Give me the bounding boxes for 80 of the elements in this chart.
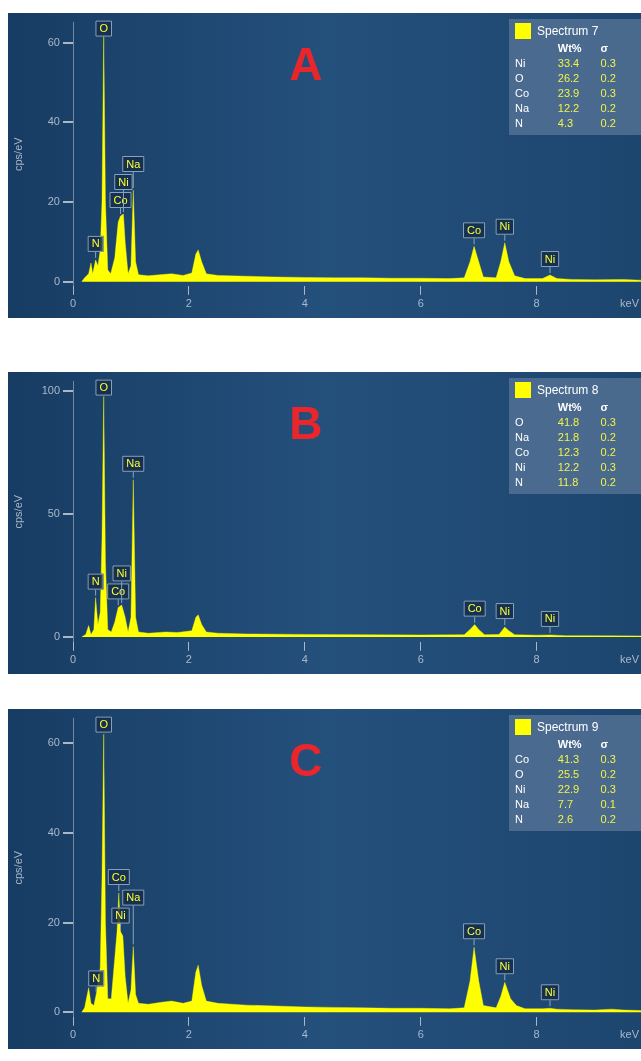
annotation: Co [467, 223, 482, 236]
annotation: Ni [499, 220, 510, 233]
chart-title: B [289, 397, 323, 450]
x-tick-label: 8 [533, 1028, 540, 1041]
x-tick-label: 4 [301, 1028, 308, 1041]
text: Na 12.2 0.2 [515, 102, 616, 114]
annotation: Ni [544, 612, 556, 625]
x-tick-label: 0 [69, 297, 77, 310]
text: Co 12.3 0.2 [515, 446, 616, 458]
annotation: Na [126, 157, 142, 170]
y-tick-label: 0 [53, 629, 60, 642]
x-tick-label: 8 [533, 297, 540, 310]
annotation: Co [467, 924, 482, 937]
text: Na 21.8 0.2 [515, 431, 616, 443]
x-tick-label: 6 [417, 297, 424, 310]
y-tick-label: 40 [47, 115, 60, 128]
text: O 25.5 0.2 [515, 768, 616, 780]
text: Co 23.9 0.3 [515, 87, 616, 99]
annotation: N [91, 575, 100, 588]
annotation: Na [126, 891, 142, 904]
y-tick-label: 60 [47, 736, 60, 749]
x-axis-title: keV [620, 297, 640, 310]
chart-title: A [289, 38, 323, 91]
legend-label: Spectrum 7 [537, 24, 599, 38]
y-tick-label: 100 [41, 384, 60, 397]
text: N 2.6 0.2 [515, 813, 616, 825]
text: Co 41.3 0.3 [515, 753, 616, 765]
x-tick-label: 2 [185, 297, 192, 310]
legend-label: Spectrum 8 [537, 383, 599, 397]
text: O 26.2 0.2 [515, 72, 616, 84]
annotation: Ni [116, 566, 127, 579]
text: N 4.3 0.2 [515, 117, 616, 129]
annotation: O [99, 381, 109, 394]
x-tick-label: 2 [185, 1028, 192, 1041]
y-tick-label: 0 [53, 1005, 60, 1018]
legend-label: Spectrum 9 [537, 720, 599, 734]
text: Ni 33.4 0.3 [515, 57, 616, 69]
annotation: Ni [118, 175, 129, 188]
annotation: Co [111, 870, 126, 883]
x-tick-label: 4 [301, 653, 308, 666]
annotation: O [99, 22, 109, 35]
annotation: Na [126, 457, 142, 470]
text: Wt% σ [557, 401, 609, 413]
x-tick-label: 6 [417, 653, 424, 666]
x-tick-label: 0 [69, 653, 77, 666]
y-tick-label: 20 [47, 195, 60, 208]
x-axis-title: keV [620, 653, 640, 666]
chart-title: C [289, 734, 323, 787]
annotation: Ni [544, 985, 556, 998]
annotation: Co [467, 602, 482, 615]
text: Ni 12.2 0.3 [515, 461, 616, 473]
annotation: O [99, 718, 109, 731]
annotation: Ni [499, 959, 510, 972]
text: O 41.8 0.3 [515, 416, 616, 428]
y-tick-label: 40 [47, 825, 60, 838]
annotation: Co [113, 193, 128, 206]
text: Wt% σ [557, 738, 609, 750]
annotation: Ni [544, 252, 556, 265]
annotation: Ni [499, 604, 510, 617]
x-axis-title: keV [620, 1028, 640, 1041]
annotation: Co [111, 584, 126, 597]
text: Wt% σ [557, 42, 609, 54]
y-tick-label: 20 [47, 915, 60, 928]
y-tick-label: 60 [47, 35, 60, 48]
x-tick-label: 8 [533, 653, 540, 666]
x-tick-label: 6 [417, 1028, 424, 1041]
x-tick-label: 4 [301, 297, 308, 310]
annotation: N [91, 237, 100, 250]
text: Na 7.7 0.1 [515, 798, 616, 810]
text: Ni 22.9 0.3 [515, 783, 616, 795]
y-axis-title: cps/eV [11, 494, 24, 529]
annotation: Ni [115, 909, 126, 922]
y-tick-label: 0 [53, 274, 60, 287]
text: N 11.8 0.2 [515, 476, 616, 488]
annotation: N [92, 971, 101, 984]
y-axis-title: cps/eV [11, 850, 24, 885]
y-tick-label: 50 [47, 507, 60, 520]
x-tick-label: 0 [69, 1028, 77, 1041]
x-tick-label: 2 [185, 653, 192, 666]
y-axis-title: cps/eV [11, 136, 24, 172]
